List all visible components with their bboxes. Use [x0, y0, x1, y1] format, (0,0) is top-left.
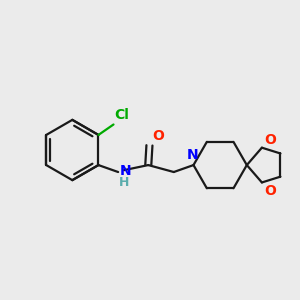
- Text: O: O: [152, 129, 164, 143]
- Text: Cl: Cl: [115, 108, 130, 122]
- Text: H: H: [119, 176, 130, 189]
- Text: N: N: [187, 148, 198, 162]
- Text: N: N: [119, 164, 131, 178]
- Text: O: O: [264, 133, 276, 146]
- Text: O: O: [264, 184, 276, 198]
